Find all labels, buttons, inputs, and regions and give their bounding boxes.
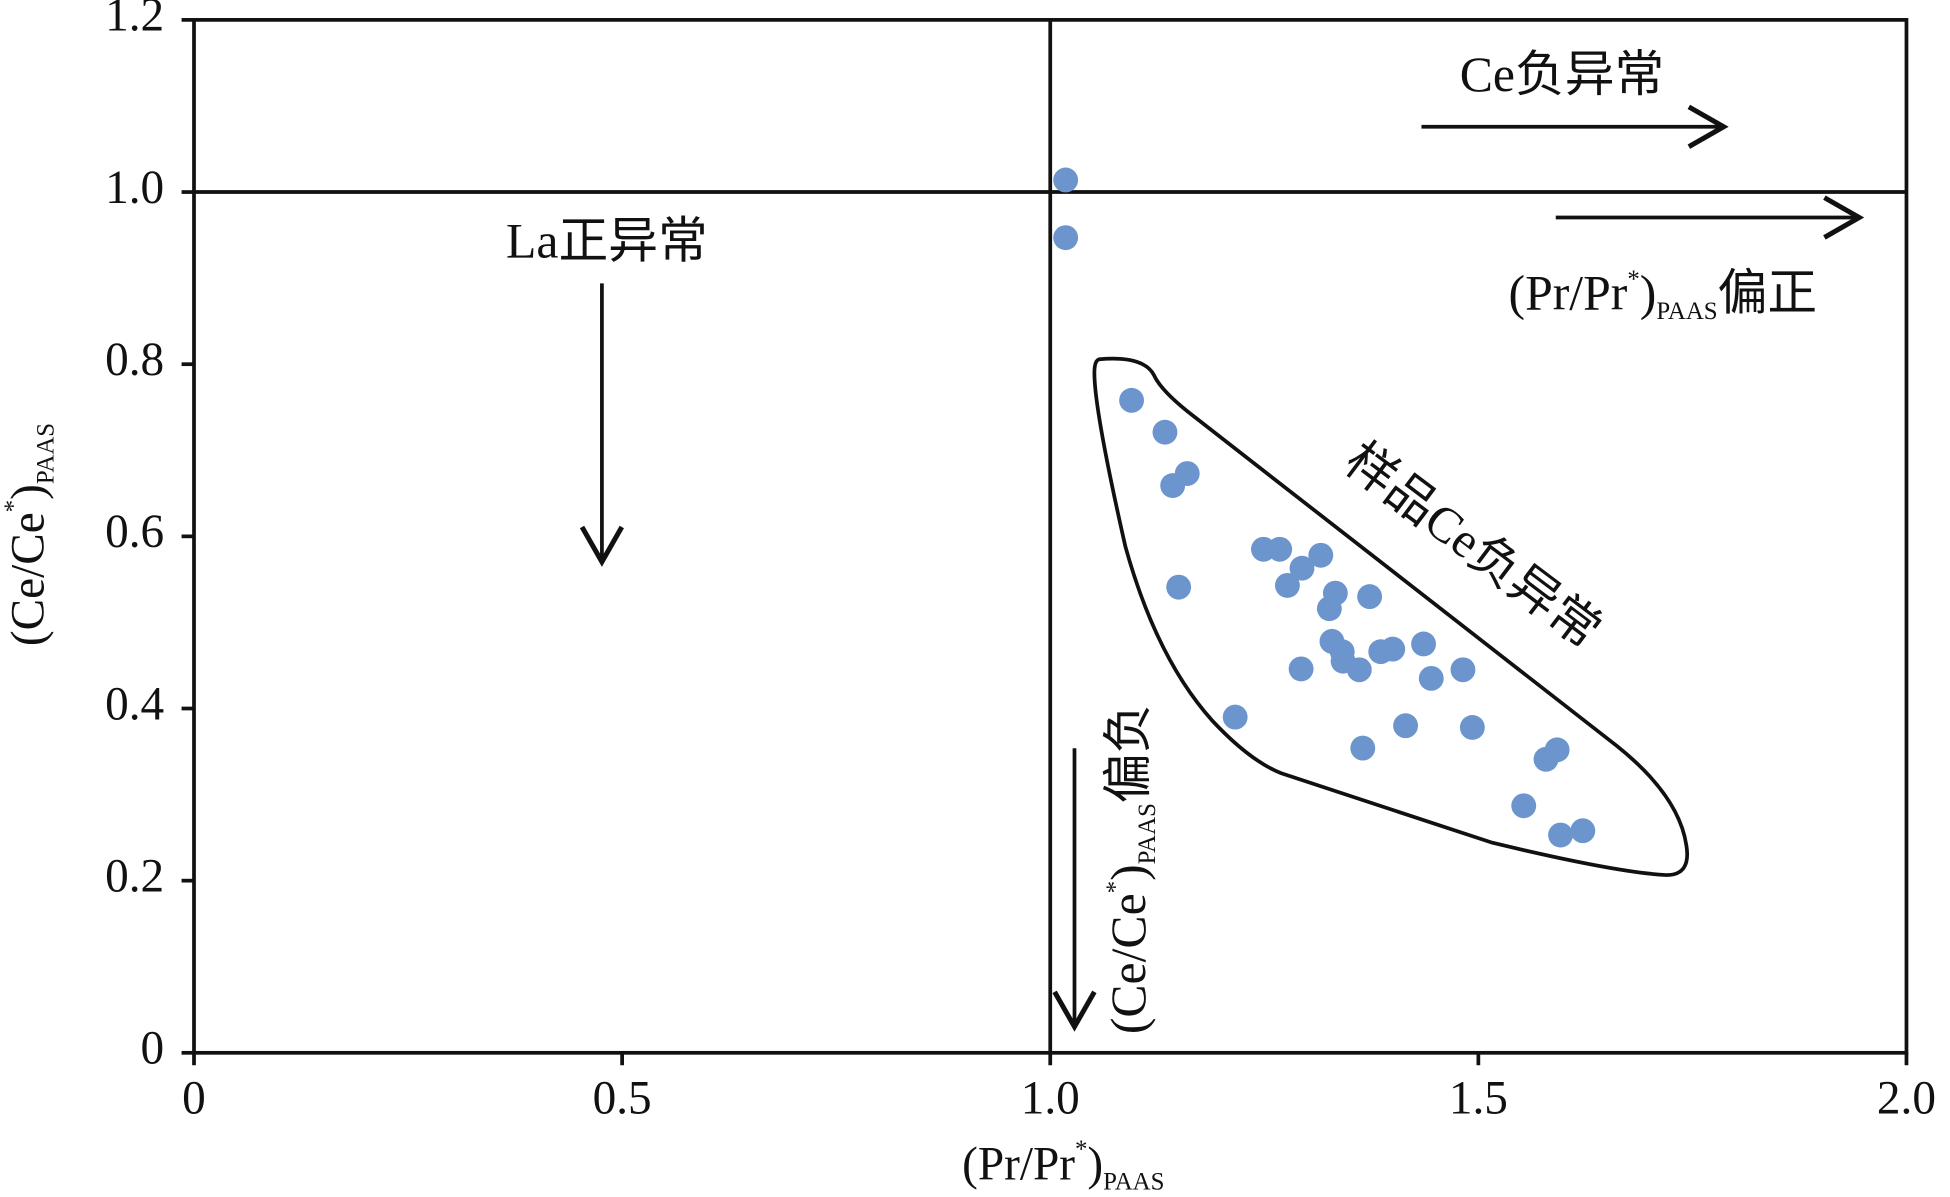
data-point	[1511, 793, 1537, 819]
data-point	[1174, 461, 1200, 486]
arrow-head	[579, 525, 624, 567]
sample-envelope	[1092, 356, 1689, 877]
annotation: La正异常	[506, 214, 708, 269]
annotation: (Pr/Pr*)PAAS偏正	[1509, 266, 1818, 325]
data-point	[1380, 636, 1406, 662]
x-tick-label: 1.0	[1021, 1072, 1080, 1124]
data-point	[1459, 715, 1485, 740]
x-tick-label: 1.5	[1449, 1072, 1508, 1124]
x-tick-label: 2.0	[1877, 1072, 1936, 1124]
data-point	[1119, 387, 1145, 413]
data-point	[1570, 818, 1596, 844]
y-tick-label: 0.4	[105, 678, 164, 730]
data-point	[1450, 657, 1476, 683]
data-point	[1308, 542, 1334, 568]
data-point	[1053, 225, 1079, 251]
data-point	[1289, 555, 1315, 581]
x-tick-label: 0	[182, 1072, 206, 1124]
data-point	[1267, 536, 1293, 562]
y-tick-label: 1.2	[105, 0, 164, 42]
data-point	[1418, 665, 1444, 691]
data-point	[1222, 704, 1248, 730]
y-tick-label: 1.0	[105, 162, 164, 214]
arrow-head	[1823, 195, 1865, 240]
y-tick-label: 0.8	[105, 334, 164, 386]
annotation: 样品Ce负异常	[1335, 432, 1611, 659]
data-point	[1346, 657, 1372, 683]
data-point	[1350, 735, 1376, 761]
y-tick-label: 0	[141, 1023, 165, 1075]
y-tick-label: 0.6	[105, 506, 164, 558]
data-point	[1357, 584, 1383, 610]
data-point	[1411, 631, 1436, 657]
data-point	[1166, 574, 1192, 600]
data-point	[1274, 572, 1300, 598]
x-axis-label: (Pr/Pr*)PAAS	[962, 1136, 1164, 1195]
annotation: (Ce/Ce*)PAAS偏负	[1101, 704, 1160, 1034]
y-tick-label: 0.2	[105, 851, 164, 903]
annotation: Ce负异常	[1460, 47, 1664, 102]
data-point	[1053, 167, 1079, 193]
data-point	[1544, 737, 1570, 763]
data-point	[1548, 822, 1573, 848]
arrow-head	[1687, 104, 1729, 149]
arrow-head	[1052, 990, 1097, 1032]
x-tick-label: 0.5	[593, 1072, 652, 1124]
data-point	[1288, 656, 1314, 682]
y-axis-label: (Ce/Ce*)PAAS	[0, 423, 59, 646]
arrows	[579, 104, 1865, 1032]
data-point	[1152, 419, 1178, 445]
data-point	[1316, 596, 1342, 622]
data-point	[1393, 713, 1419, 739]
